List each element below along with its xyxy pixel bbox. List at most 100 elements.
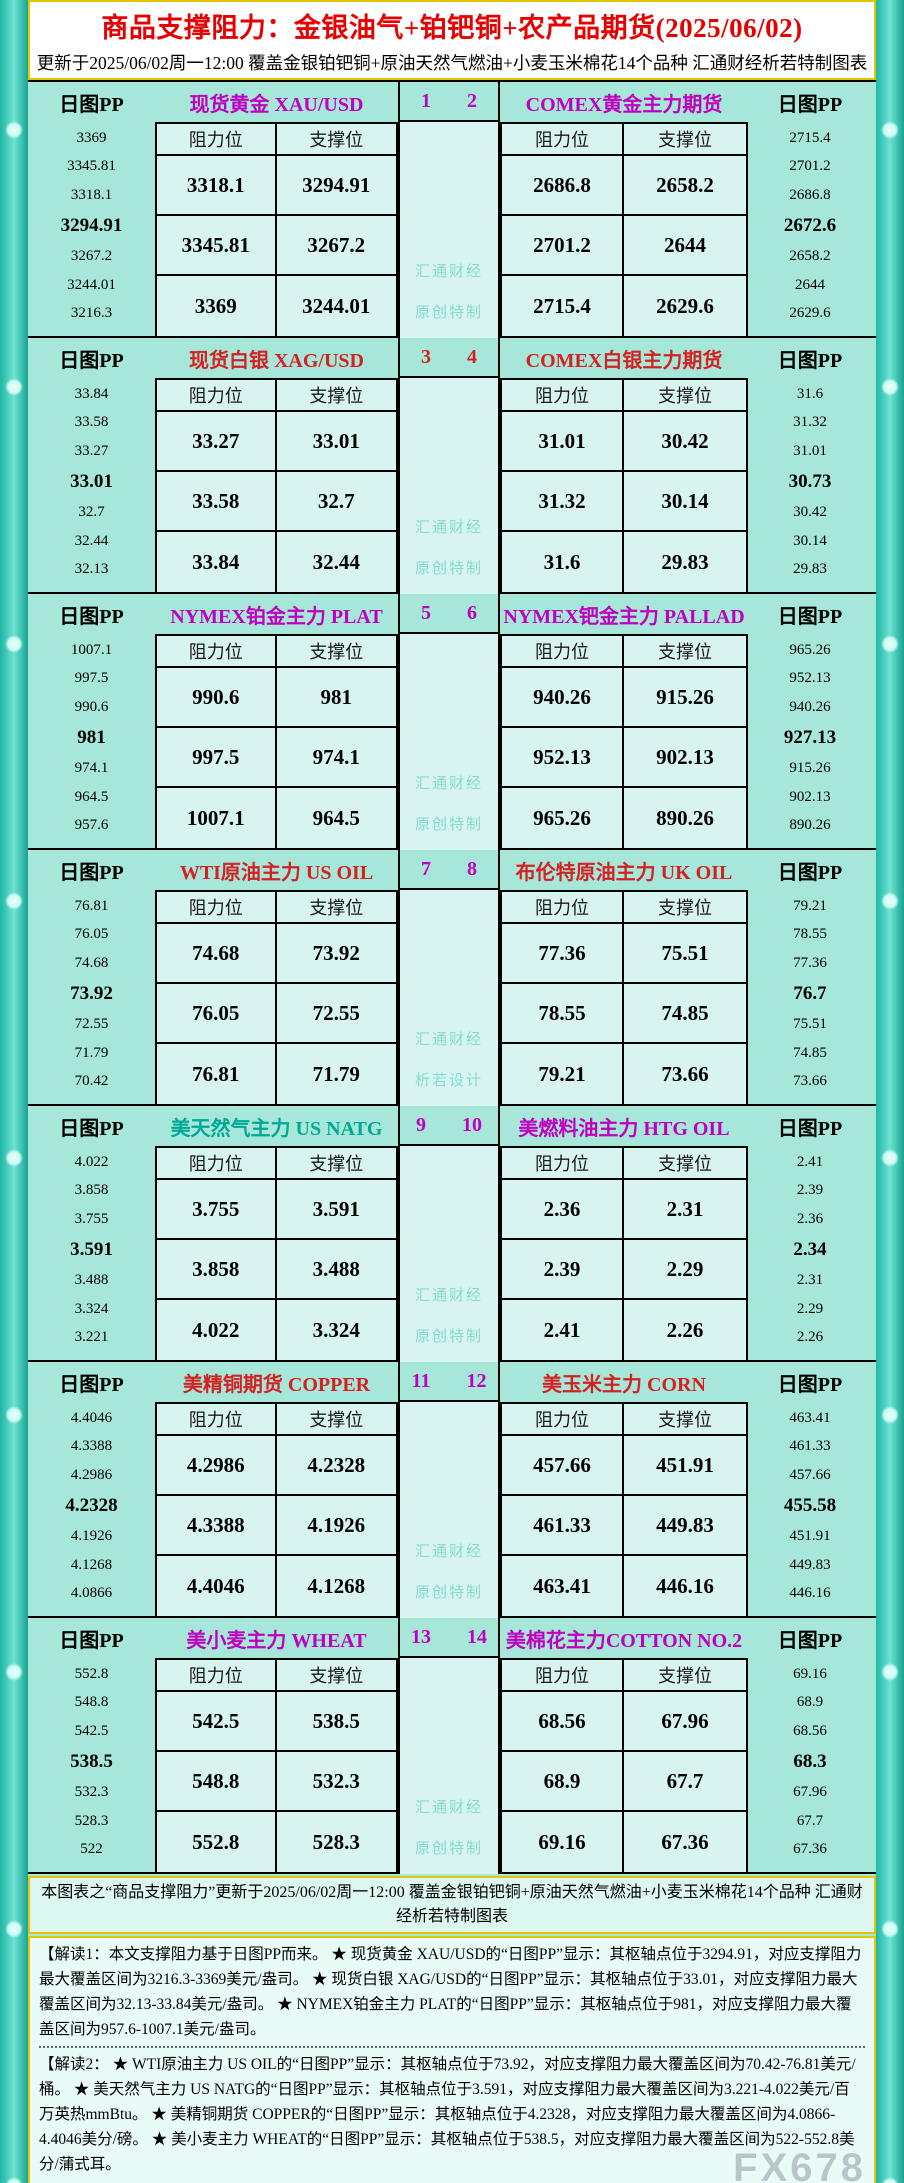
resistance-value: 4.3388 [157, 1496, 277, 1556]
commodity-block: 日图PP 现货白银 XAG/USD 3 4 COMEX白银主力期货 日图PP 33.84 33… [28, 338, 876, 594]
resistance-value: 33.58 [157, 472, 277, 532]
support-value: 74.85 [624, 984, 746, 1044]
support-value: 964.5 [312, 805, 360, 830]
pp-header: 日图PP [777, 605, 843, 628]
brand-watermark-line: 汇通财经 [414, 264, 483, 280]
pp-value: 974.1 [74, 760, 109, 777]
pp-ladder-right: 69.16 68.9 68.56 68.3 67.96 67.7 67.36 [748, 1658, 872, 1874]
support-value: 71.79 [312, 1061, 360, 1086]
pp-ladder-left: 1007.1 997.5 990.6 981 974.1 964.5 957.6 [28, 634, 155, 850]
resistance-value: 952.13 [502, 728, 624, 788]
resistance-value: 2686.8 [502, 156, 624, 216]
support-value: 30.42 [624, 412, 746, 472]
support-header: 支撑位 [624, 380, 746, 412]
pp-value: 70.42 [74, 1073, 109, 1090]
brand-watermark-line: 原创特制 [414, 1585, 483, 1601]
pp-value: 32.7 [78, 504, 105, 521]
pivot-table-right: 阻力位 支撑位 31.01 30.42 31.32 30.14 31.6 29.83 [500, 378, 748, 594]
pp-value: 3.324 [74, 1300, 109, 1317]
resistance-value: 76.05 [157, 984, 277, 1044]
center-cell: 汇通财经 原创特制 [398, 1146, 500, 1362]
pivot-table-right: 阻力位 支撑位 68.56 67.96 68.9 67.7 69.16 67.36 [500, 1658, 748, 1874]
dotted-divider [39, 2046, 865, 2048]
block-index-number: 1 [421, 89, 431, 112]
resistance-value: 965.26 [502, 788, 624, 848]
pp-header: 日图PP [777, 861, 843, 884]
support-header: 支撑位 [276, 1660, 396, 1692]
pp-value: 4.4046 [70, 1409, 113, 1426]
brand-watermark-line: 汇通财经 [414, 520, 483, 536]
support-header: 支撑位 [624, 124, 746, 156]
pp-value: 33.27 [74, 442, 109, 459]
support-value: 2.31 [624, 1180, 746, 1240]
support-value: 538.5 [276, 1692, 396, 1752]
pp-ladder-right: 2.41 2.39 2.36 2.34 2.31 2.29 2.26 [748, 1146, 872, 1362]
pp-value: 69.16 [793, 1665, 827, 1682]
pp-ladder-left: 76.81 76.05 74.68 73.92 72.55 71.79 70.42 [28, 890, 155, 1106]
instrument-title-right: 美玉米主力 CORN [542, 1373, 706, 1396]
resistance-value: 4.4046 [157, 1556, 277, 1616]
resistance-header: 阻力位 [157, 1660, 277, 1692]
pp-value: 67.36 [793, 1841, 827, 1858]
pivot-value: 33.01 [70, 471, 113, 493]
support-header: 支撑位 [624, 892, 746, 924]
pp-value: 3345.81 [67, 158, 116, 175]
pp-value: 461.33 [789, 1438, 831, 1455]
center-cell: 汇通财经 原创特制 [398, 1402, 500, 1618]
resistance-value: 461.33 [502, 1496, 624, 1556]
analysis-1: 【解读1：本文支撑阻力基于日图PP而来。 ★ 现货黄金 XAU/USD的“日图P… [39, 1946, 862, 2038]
fx678-watermark: FX678 [733, 2146, 866, 2183]
resistance-value: 77.36 [502, 924, 624, 984]
support-value: 73.66 [661, 1061, 709, 1086]
pp-value: 964.5 [74, 788, 109, 805]
center-cell: 汇通财经 析若设计 [398, 890, 500, 1106]
resistance-value: 68.9 [502, 1752, 624, 1812]
pp-value: 2715.4 [789, 129, 831, 146]
pivot-value: 455.58 [783, 1495, 837, 1517]
pivot-table-left: 阻力位 支撑位 542.5 538.5 548.8 532.3 552.8 528.3 [155, 1658, 398, 1874]
support-value: 4.2328 [276, 1436, 396, 1496]
block-index-number: 8 [467, 857, 477, 880]
pp-value: 4.3388 [70, 1438, 113, 1455]
support-value: 4.1926 [276, 1496, 396, 1556]
resistance-value: 68.56 [502, 1692, 624, 1752]
pp-value: 72.55 [74, 1016, 109, 1033]
resistance-value: 3318.1 [157, 156, 277, 216]
instrument-title-left: 现货白银 XAG/USD [188, 349, 364, 372]
resistance-value: 3345.81 [157, 216, 277, 276]
pp-value: 75.51 [793, 1016, 827, 1033]
support-value: 532.3 [276, 1752, 396, 1812]
pp-value: 68.9 [796, 1694, 824, 1711]
blocks: 日图PP 现货黄金 XAU/USD 1 2 COMEX黄金主力期货 日图PP 3369 334… [28, 80, 876, 1874]
pp-value: 552.8 [74, 1665, 109, 1682]
pp-value: 940.26 [789, 698, 831, 715]
pivot-table-left: 阻力位 支撑位 3318.1 3294.91 3345.81 3267.2 3369 3244… [155, 122, 398, 338]
support-value: 3.488 [276, 1240, 396, 1300]
pp-value: 3.858 [74, 1182, 109, 1199]
resistance-header: 阻力位 [157, 1148, 277, 1180]
pivot-table-left: 阻力位 支撑位 33.27 33.01 33.58 32.7 33.84 32.44 [155, 378, 398, 594]
resistance-header: 阻力位 [502, 1404, 624, 1436]
support-value: 2.29 [624, 1240, 746, 1300]
block-index-numbers: 9 10 [398, 1106, 500, 1146]
pivot-table-left: 阻力位 支撑位 3.755 3.591 3.858 3.488 4.022 3.324 [155, 1146, 398, 1362]
resistance-value: 2715.4 [502, 276, 624, 336]
brand-watermark-line: 原创特制 [414, 561, 483, 577]
resistance-value: 552.8 [157, 1812, 277, 1872]
pp-header: 日图PP [59, 861, 124, 884]
pivot-value: 981 [77, 727, 106, 749]
pp-value: 532.3 [74, 1784, 109, 1801]
pp-value: 2644 [795, 276, 825, 293]
block-index-number: 3 [421, 345, 431, 368]
resistance-value: 3369 [157, 276, 277, 336]
resistance-value: 457.66 [502, 1436, 624, 1496]
resistance-value: 2.41 [502, 1300, 624, 1360]
resistance-header: 阻力位 [157, 380, 277, 412]
update-subtitle: 更新于2025/06/02周一12:00 覆盖金银铂钯铜+原油天然气燃油+小麦玉… [36, 53, 868, 73]
support-value: 30.14 [624, 472, 746, 532]
pp-value: 32.13 [74, 561, 109, 578]
support-value: 915.26 [624, 668, 746, 728]
resistance-header: 阻力位 [502, 636, 624, 668]
